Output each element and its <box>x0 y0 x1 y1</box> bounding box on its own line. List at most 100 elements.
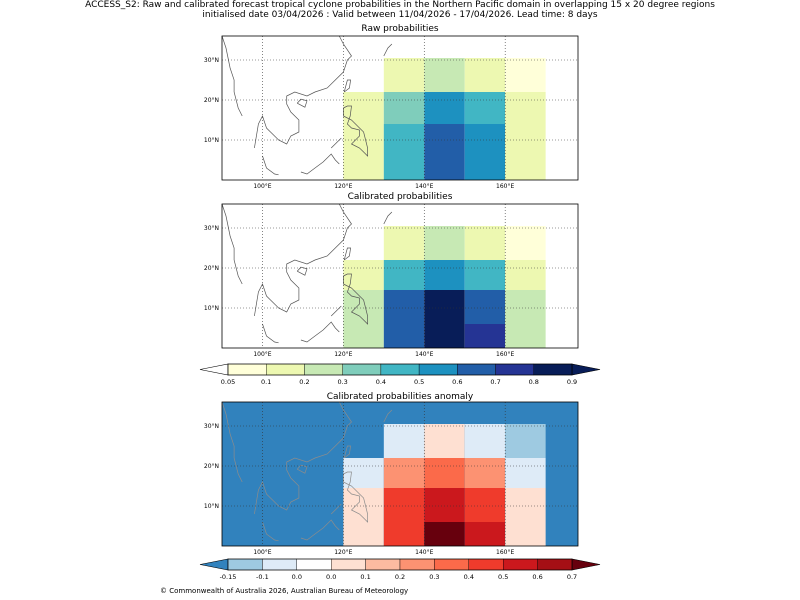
probability-cell <box>505 226 546 260</box>
x-tick-label: 100°E <box>253 183 271 190</box>
probability-cell <box>464 142 506 180</box>
coastline <box>221 35 243 117</box>
colorbar-tick-label: 0.9 <box>567 378 577 386</box>
x-tick-label: 140°E <box>415 183 433 190</box>
probability-cell <box>424 458 465 488</box>
probability-cell <box>424 142 465 180</box>
colorbar-segment <box>537 558 573 571</box>
y-tick-label: 30°N <box>204 57 219 64</box>
probability-cell <box>464 58 506 92</box>
colorbar-under-extend <box>199 558 229 571</box>
coastline <box>300 153 340 175</box>
y-tick-label: 30°N <box>204 423 219 430</box>
copyright-notice: © Commonwealth of Australia 2026, Austra… <box>160 587 409 595</box>
coastline <box>296 266 308 276</box>
probability-cell <box>464 488 506 522</box>
colorbar-tick-label: 0.7 <box>490 378 500 386</box>
coastline <box>296 464 308 474</box>
anomaly-panel: 100°E 120°E 140°E 160°E 10°N 20°N 30°N <box>204 401 579 556</box>
colorbar-tick-label: 0.6 <box>532 573 542 581</box>
colorbar-tick-label: 0.1 <box>261 378 271 386</box>
x-tick-label: 160°E <box>496 351 514 358</box>
colorbar-segment <box>380 363 420 376</box>
colorbar-segment <box>342 363 382 376</box>
colorbar-tick-label: 0.7 <box>567 573 577 581</box>
colorbar-segment <box>468 558 504 571</box>
colorbar-segment <box>495 363 534 376</box>
probability-cell <box>505 142 546 180</box>
colorbar-tick-label: 0.2 <box>299 378 309 386</box>
coastline <box>343 273 368 325</box>
coastline <box>300 519 340 541</box>
figure-subtitle: initialised date 03/04/2026 : Valid betw… <box>202 10 598 20</box>
coastline <box>383 43 393 57</box>
colorbar-tick-label: -0.15 <box>220 573 237 581</box>
colorbar-segment <box>227 558 263 571</box>
probability-cell <box>424 124 465 142</box>
colorbar-tick-label: 0.05 <box>221 378 235 386</box>
anomaly-colorbar: -0.15 -0.1 0.0 0.0 0.1 0.2 0.3 0.4 0.5 0.6 0.7 <box>199 558 601 581</box>
coastline <box>254 203 352 317</box>
colorbar-tick-label: 0.3 <box>429 573 439 581</box>
probability-colorbar: 0.05 0.1 0.2 0.3 0.4 0.5 0.6 0.7 0.8 0.9 <box>199 363 601 386</box>
probability-cell <box>383 424 425 458</box>
x-tick-label: 100°E <box>253 351 271 358</box>
probability-cell <box>383 324 425 348</box>
colorbar-segment <box>304 363 343 376</box>
colorbar-tick-label: 0.5 <box>498 573 508 581</box>
colorbar-segment <box>262 558 298 571</box>
colorbar-tick-label: 0.4 <box>376 378 386 386</box>
y-tick-label: 10°N <box>204 503 219 510</box>
x-tick-label: 120°E <box>334 183 352 190</box>
plot-frame <box>221 203 579 349</box>
x-tick-label: 160°E <box>496 183 514 190</box>
y-tick-label: 20°N <box>204 265 219 272</box>
colorbar-segment <box>457 363 496 376</box>
coastline <box>343 105 368 157</box>
probability-cell <box>464 424 506 458</box>
probability-cell <box>383 290 425 324</box>
probability-cell <box>343 142 384 180</box>
plot-frame <box>221 401 579 547</box>
y-tick-label: 20°N <box>204 97 219 104</box>
coastline <box>343 247 352 261</box>
probability-cell <box>505 290 546 324</box>
coastline <box>383 211 393 225</box>
x-tick-label: 120°E <box>334 549 352 556</box>
coastline <box>343 445 352 459</box>
probability-cell <box>343 290 384 324</box>
probability-cell <box>383 458 425 488</box>
coastline <box>254 35 352 149</box>
y-tick-label: 10°N <box>204 305 219 312</box>
y-tick-label: 30°N <box>204 225 219 232</box>
colorbar-tick-label: 0.0 <box>292 573 302 581</box>
colorbar-tick-label: 0.2 <box>395 573 405 581</box>
coastline <box>343 79 352 93</box>
colorbar-segment <box>227 363 267 376</box>
probability-cell <box>343 488 384 522</box>
colorbar-frame <box>227 558 573 571</box>
probability-cell <box>424 488 465 522</box>
colorbar-under-extend <box>199 363 229 376</box>
colorbar-segment <box>434 558 469 571</box>
probability-cell <box>343 522 384 546</box>
probability-cell <box>464 226 506 260</box>
probability-cell <box>505 260 546 290</box>
probability-cell <box>464 324 506 348</box>
probability-cell <box>464 522 506 546</box>
probability-cell <box>505 522 546 546</box>
plot-frame <box>221 35 579 181</box>
colorbar-tick-label: -0.1 <box>256 573 269 581</box>
coastline <box>300 321 340 343</box>
coastline <box>262 155 279 176</box>
probability-cell <box>343 324 384 348</box>
raw-panel-title: Raw probabilities <box>361 24 439 34</box>
colorbar-over-extend <box>571 363 601 376</box>
probability-cell <box>383 522 425 546</box>
coastline <box>343 471 368 523</box>
probability-cell <box>424 92 465 124</box>
colorbar-segment <box>533 363 573 376</box>
coastline <box>262 521 279 542</box>
coastline <box>221 401 243 483</box>
probability-cell <box>383 226 425 260</box>
